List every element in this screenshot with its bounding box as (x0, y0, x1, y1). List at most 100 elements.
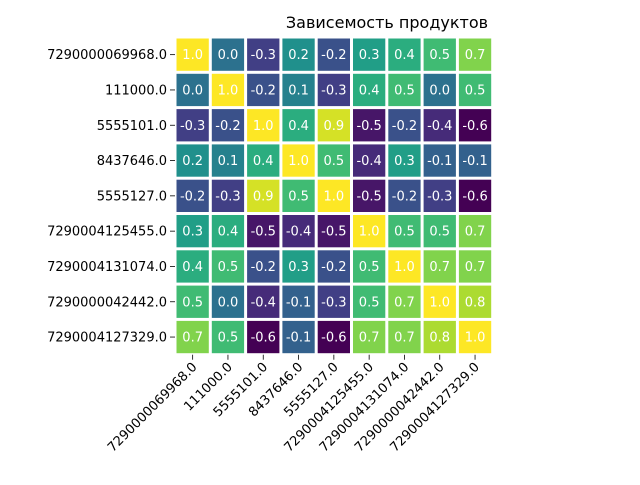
cell-value-label: -0.6 (251, 331, 276, 346)
heatmap-cell (458, 144, 492, 177)
heatmap-cell (282, 73, 315, 107)
cell-value-label: 0.4 (182, 260, 203, 275)
heatmap-cell (282, 144, 315, 177)
heatmap-cell (211, 179, 245, 212)
cell-value-label: 0.7 (182, 331, 203, 346)
heatmap-cell (211, 215, 245, 248)
heatmap-cell (353, 38, 386, 71)
heatmap-cell (388, 179, 421, 212)
cell-value-label: 0.4 (288, 119, 309, 134)
heatmap-cell (458, 215, 492, 248)
heatmap-cell (247, 73, 280, 107)
heatmap-cell (423, 250, 456, 283)
heatmap-cells (176, 38, 492, 354)
heatmap-cell (176, 320, 209, 354)
heatmap-cell (176, 215, 209, 248)
heatmap-cell (423, 285, 456, 318)
heatmap-cell (247, 320, 280, 354)
heatmap-cell (458, 320, 492, 354)
cell-value-label: 0.5 (359, 295, 380, 310)
cell-value-label: 0.5 (429, 48, 450, 63)
heatmap-cell (388, 38, 421, 71)
heatmap-cell (388, 285, 421, 318)
cell-value-label: -0.1 (462, 154, 487, 169)
y-tick-label: 7290000069968.0 (47, 48, 167, 63)
heatmap-cell (317, 109, 350, 142)
heatmap-cell (423, 144, 456, 177)
heatmap-cell (247, 285, 280, 318)
heatmap-cell (353, 73, 386, 107)
cell-value-label: 1.0 (288, 154, 309, 169)
cell-value-label: 0.0 (182, 83, 203, 98)
heatmap-cell (353, 109, 386, 142)
cell-value-label: 1.0 (182, 48, 203, 63)
heatmap-cell (317, 179, 350, 212)
cell-value-label: -0.3 (251, 48, 276, 63)
heatmap-cell (317, 285, 350, 318)
heatmap-cell (388, 144, 421, 177)
cell-value-label: 0.5 (359, 260, 380, 275)
cell-value-label: 0.7 (465, 48, 486, 63)
chart-title: Зависемость продуктов (286, 13, 488, 32)
cell-value-label: 0.5 (182, 295, 203, 310)
cell-value-label: 0.7 (465, 260, 486, 275)
heatmap-cell (247, 250, 280, 283)
heatmap-cell (353, 285, 386, 318)
cell-value-label: 0.3 (182, 225, 203, 240)
cell-value-label: -0.5 (356, 189, 381, 204)
cell-value-label: 0.1 (218, 154, 239, 169)
heatmap-cell (282, 285, 315, 318)
y-tick-label: 111000.0 (105, 83, 167, 98)
cell-value-label: 0.0 (218, 48, 239, 63)
heatmap-cell (458, 250, 492, 283)
cell-value-label: -0.2 (251, 83, 276, 98)
heatmap-cell (176, 179, 209, 212)
heatmap-cell (353, 179, 386, 212)
heatmap-cell (176, 109, 209, 142)
y-tick-label: 5555101.0 (97, 119, 167, 134)
cell-value-label: 1.0 (218, 83, 239, 98)
heatmap-cell (388, 109, 421, 142)
cell-value-label: 0.8 (429, 331, 450, 346)
cell-value-label: 0.5 (324, 154, 345, 169)
cell-value-label: -0.3 (321, 295, 346, 310)
cell-value-label: -0.4 (286, 225, 311, 240)
cell-value-label: -0.3 (321, 83, 346, 98)
heatmap-cell (353, 215, 386, 248)
cell-value-label: 0.5 (218, 331, 239, 346)
heatmap-cell (247, 38, 280, 71)
cell-value-label: 0.3 (394, 154, 415, 169)
cell-value-label: 0.2 (182, 154, 203, 169)
heatmap-cell (353, 320, 386, 354)
heatmap-cell (211, 250, 245, 283)
cell-value-label: -0.2 (215, 119, 240, 134)
heatmap-cell (211, 109, 245, 142)
cell-value-label: -0.3 (180, 119, 205, 134)
cell-value-label: -0.4 (356, 154, 381, 169)
heatmap-cell (282, 179, 315, 212)
heatmap-cell (211, 73, 245, 107)
heatmap-cell (282, 320, 315, 354)
heatmap-cell (388, 320, 421, 354)
cell-labels: 1.0 0.0 -0.3 0.2 -0.2 0.3 0.4 0.5 0.7 0.0 1.0 -0.2 0… (180, 48, 488, 345)
cell-value-label: -0.5 (251, 225, 276, 240)
cell-value-label: -0.5 (321, 225, 346, 240)
cell-value-label: 0.7 (429, 260, 450, 275)
y-tick-label: 7290004127329.0 (47, 331, 167, 346)
cell-value-label: -0.6 (462, 119, 487, 134)
cell-value-label: -0.4 (251, 295, 276, 310)
cell-value-label: -0.3 (215, 189, 240, 204)
cell-value-label: 0.5 (218, 260, 239, 275)
heatmap-cell (176, 73, 209, 107)
heatmap-cell (211, 285, 245, 318)
y-tick-label: 7290004131074.0 (47, 260, 167, 275)
cell-value-label: -0.2 (392, 189, 417, 204)
cell-value-label: -0.6 (321, 331, 346, 346)
heatmap-cell (317, 144, 350, 177)
cell-value-label: 0.5 (394, 83, 415, 98)
heatmap-cell (458, 38, 492, 71)
cell-value-label: -0.2 (321, 260, 346, 275)
heatmap-cell (317, 38, 350, 71)
cell-value-label: -0.4 (427, 119, 452, 134)
